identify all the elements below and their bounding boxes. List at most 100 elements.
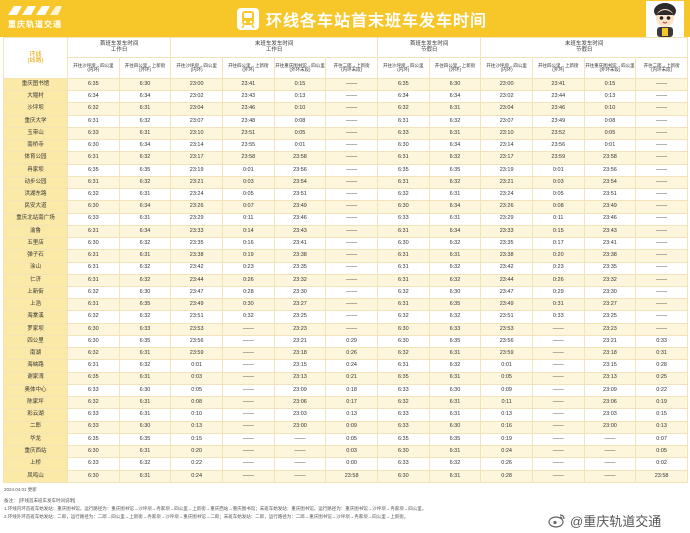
time-cell: 23:35 — [583, 261, 637, 275]
line-note: (线路) — [27, 58, 44, 64]
time-cell: —— — [531, 347, 585, 361]
time-cell: 23:24 — [480, 188, 533, 202]
table-row: 凤鸣山 6:30 6:31 0:24 —— —— 23:58 6:30 6:31 0:28 —— ——… — [3, 469, 688, 483]
station-name: 上桥 — [3, 457, 68, 471]
time-cell: —— — [221, 445, 275, 459]
note-line-2: 2.环线外环首班车始发站：二郎，运行路径为：二郎→四公里→上新街→冉家坝→沙坪坝… — [4, 514, 409, 519]
time-cell: 23:13 — [583, 371, 637, 385]
time-cell: 6:35 — [376, 432, 430, 447]
time-cell: 23:38 — [480, 249, 533, 263]
time-cell: 0:26 — [531, 273, 585, 287]
station-name: 海棠溪 — [3, 310, 68, 324]
time-cell: 23:21 — [480, 175, 533, 190]
time-cell: —— — [325, 77, 378, 92]
time-cell: 23:09 — [273, 383, 327, 398]
direction-header: 开往重庆图书馆→四公里 (外环末段) — [583, 57, 637, 79]
time-cell: —— — [325, 273, 378, 287]
time-cell: —— — [325, 90, 378, 104]
time-cell: 6:34 — [428, 224, 482, 239]
time-cell: —— — [635, 188, 688, 202]
section-header: 末班车发车时间 工作日 — [170, 37, 378, 58]
time-cell: 6:31 — [376, 175, 430, 190]
time-cell: 6:31 — [118, 469, 172, 483]
time-cell: 0:01 — [170, 359, 223, 373]
time-cell: —— — [221, 408, 275, 422]
time-cell: 6:30 — [376, 334, 430, 349]
time-cell: 0:07 — [221, 200, 275, 214]
time-cell: 6:34 — [67, 90, 120, 104]
time-cell: 23:44 — [170, 273, 223, 287]
time-cell: 6:35 — [428, 334, 482, 349]
time-cell: —— — [531, 469, 585, 483]
time-cell: 0:05 — [583, 126, 637, 141]
time-cell: 0:19 — [480, 432, 533, 447]
station-name: 凤鸣山 — [3, 469, 68, 483]
time-cell: 0:24 — [325, 359, 378, 373]
station-name: 涂山 — [3, 261, 68, 275]
table-row: 渝鲁 6:31 6:34 23:33 0:14 23:43 —— 6:31 6:34 23:33 0… — [3, 224, 688, 239]
time-cell: 0:15 — [531, 224, 585, 239]
direction-header: 开往沙坪坝→四公里 (内环) — [376, 57, 430, 79]
station-name: 重庆大学 — [3, 114, 68, 128]
time-cell: 0:23 — [531, 261, 585, 275]
time-cell: 6:31 — [118, 396, 172, 410]
time-cell: 6:30 — [118, 285, 172, 300]
time-cell: 6:31 — [118, 347, 172, 361]
time-cell: 0:15 — [635, 408, 688, 422]
weibo-handle[interactable]: @重庆轨道交通 — [548, 512, 661, 529]
table-row: 陈家坪 6:32 6:31 0:08 —— 23:06 0:17 6:32 6:31 0:11 ——… — [3, 396, 688, 410]
time-cell: 23:23 — [583, 322, 637, 336]
time-cell: 23:35 — [273, 261, 327, 275]
time-cell: 6:34 — [376, 90, 430, 104]
time-cell: 6:31 — [118, 249, 172, 263]
time-cell: 0:11 — [480, 396, 533, 410]
time-cell: 6:31 — [428, 126, 482, 141]
table-row: 上浩 6:31 6:35 23:49 0:30 23:27 —— 6:31 6:35 23:49 0… — [3, 298, 688, 312]
time-cell: —— — [635, 200, 688, 214]
time-cell: 23:19 — [170, 163, 223, 177]
time-cell: 6:35 — [118, 334, 172, 349]
time-cell: 6:32 — [67, 347, 120, 361]
direction-header: 开往沙坪坝→四公里 (内环) — [480, 57, 533, 79]
time-cell: 6:32 — [118, 175, 172, 190]
time-cell: 0:05 — [221, 188, 275, 202]
time-cell: 23:00 — [273, 420, 327, 434]
time-cell: 6:32 — [428, 273, 482, 287]
table-row: 五里店 6:30 6:32 23:35 0:16 23:41 —— 6:30 6:32 23:35… — [3, 237, 688, 251]
time-cell: 23:52 — [531, 126, 585, 141]
time-cell: 23:00 — [583, 420, 637, 434]
time-cell: 23:32 — [273, 273, 327, 287]
time-cell: 23:49 — [170, 298, 223, 312]
time-cell: 0:08 — [170, 396, 223, 410]
direction-header: 开往四公里→上新街 (外环) — [531, 57, 585, 79]
time-cell: 6:30 — [67, 322, 120, 336]
time-cell: 23:46 — [531, 102, 585, 116]
time-cell: 6:31 — [428, 212, 482, 226]
time-cell: 23:51 — [170, 310, 223, 324]
table-row: 上桥 6:33 6:32 0:22 —— —— 0:00 6:33 6:32 0:26 —— —— 0:… — [3, 457, 688, 471]
time-cell: 0:11 — [221, 212, 275, 226]
time-cell: 23:02 — [480, 90, 533, 104]
time-cell: 6:33 — [67, 420, 120, 434]
table-row: 谢家湾 6:35 6:31 0:03 —— 23:13 0:21 6:35 6:31 0:05 ——… — [3, 371, 688, 385]
time-cell: —— — [635, 126, 688, 141]
time-cell: 6:31 — [67, 224, 120, 239]
time-cell: —— — [221, 334, 275, 349]
station-name: 上浩 — [3, 298, 68, 312]
time-cell: —— — [221, 371, 275, 385]
table-row: 涂山 6:31 6:32 23:42 0:23 23:35 —— 6:31 6:32 23:42 0… — [3, 261, 688, 275]
time-cell: 6:31 — [118, 102, 172, 116]
time-cell: —— — [221, 359, 275, 373]
time-cell: 0:30 — [221, 298, 275, 312]
time-cell: 23:38 — [170, 249, 223, 263]
time-cell: 6:33 — [428, 322, 482, 336]
time-cell: 23:56 — [531, 139, 585, 153]
time-cell: —— — [325, 151, 378, 165]
time-cell: —— — [635, 163, 688, 177]
table-row: 重庆图书馆 6:35 6:30 23:00 23:41 0:15 —— 6:35 6:30 23:… — [3, 77, 688, 92]
time-cell: 23:46 — [221, 102, 275, 116]
time-cell: —— — [531, 334, 585, 349]
company-logo: 重庆轨道交通 — [4, 3, 66, 33]
time-cell: 23:51 — [583, 188, 637, 202]
time-cell: 6:32 — [376, 285, 430, 300]
